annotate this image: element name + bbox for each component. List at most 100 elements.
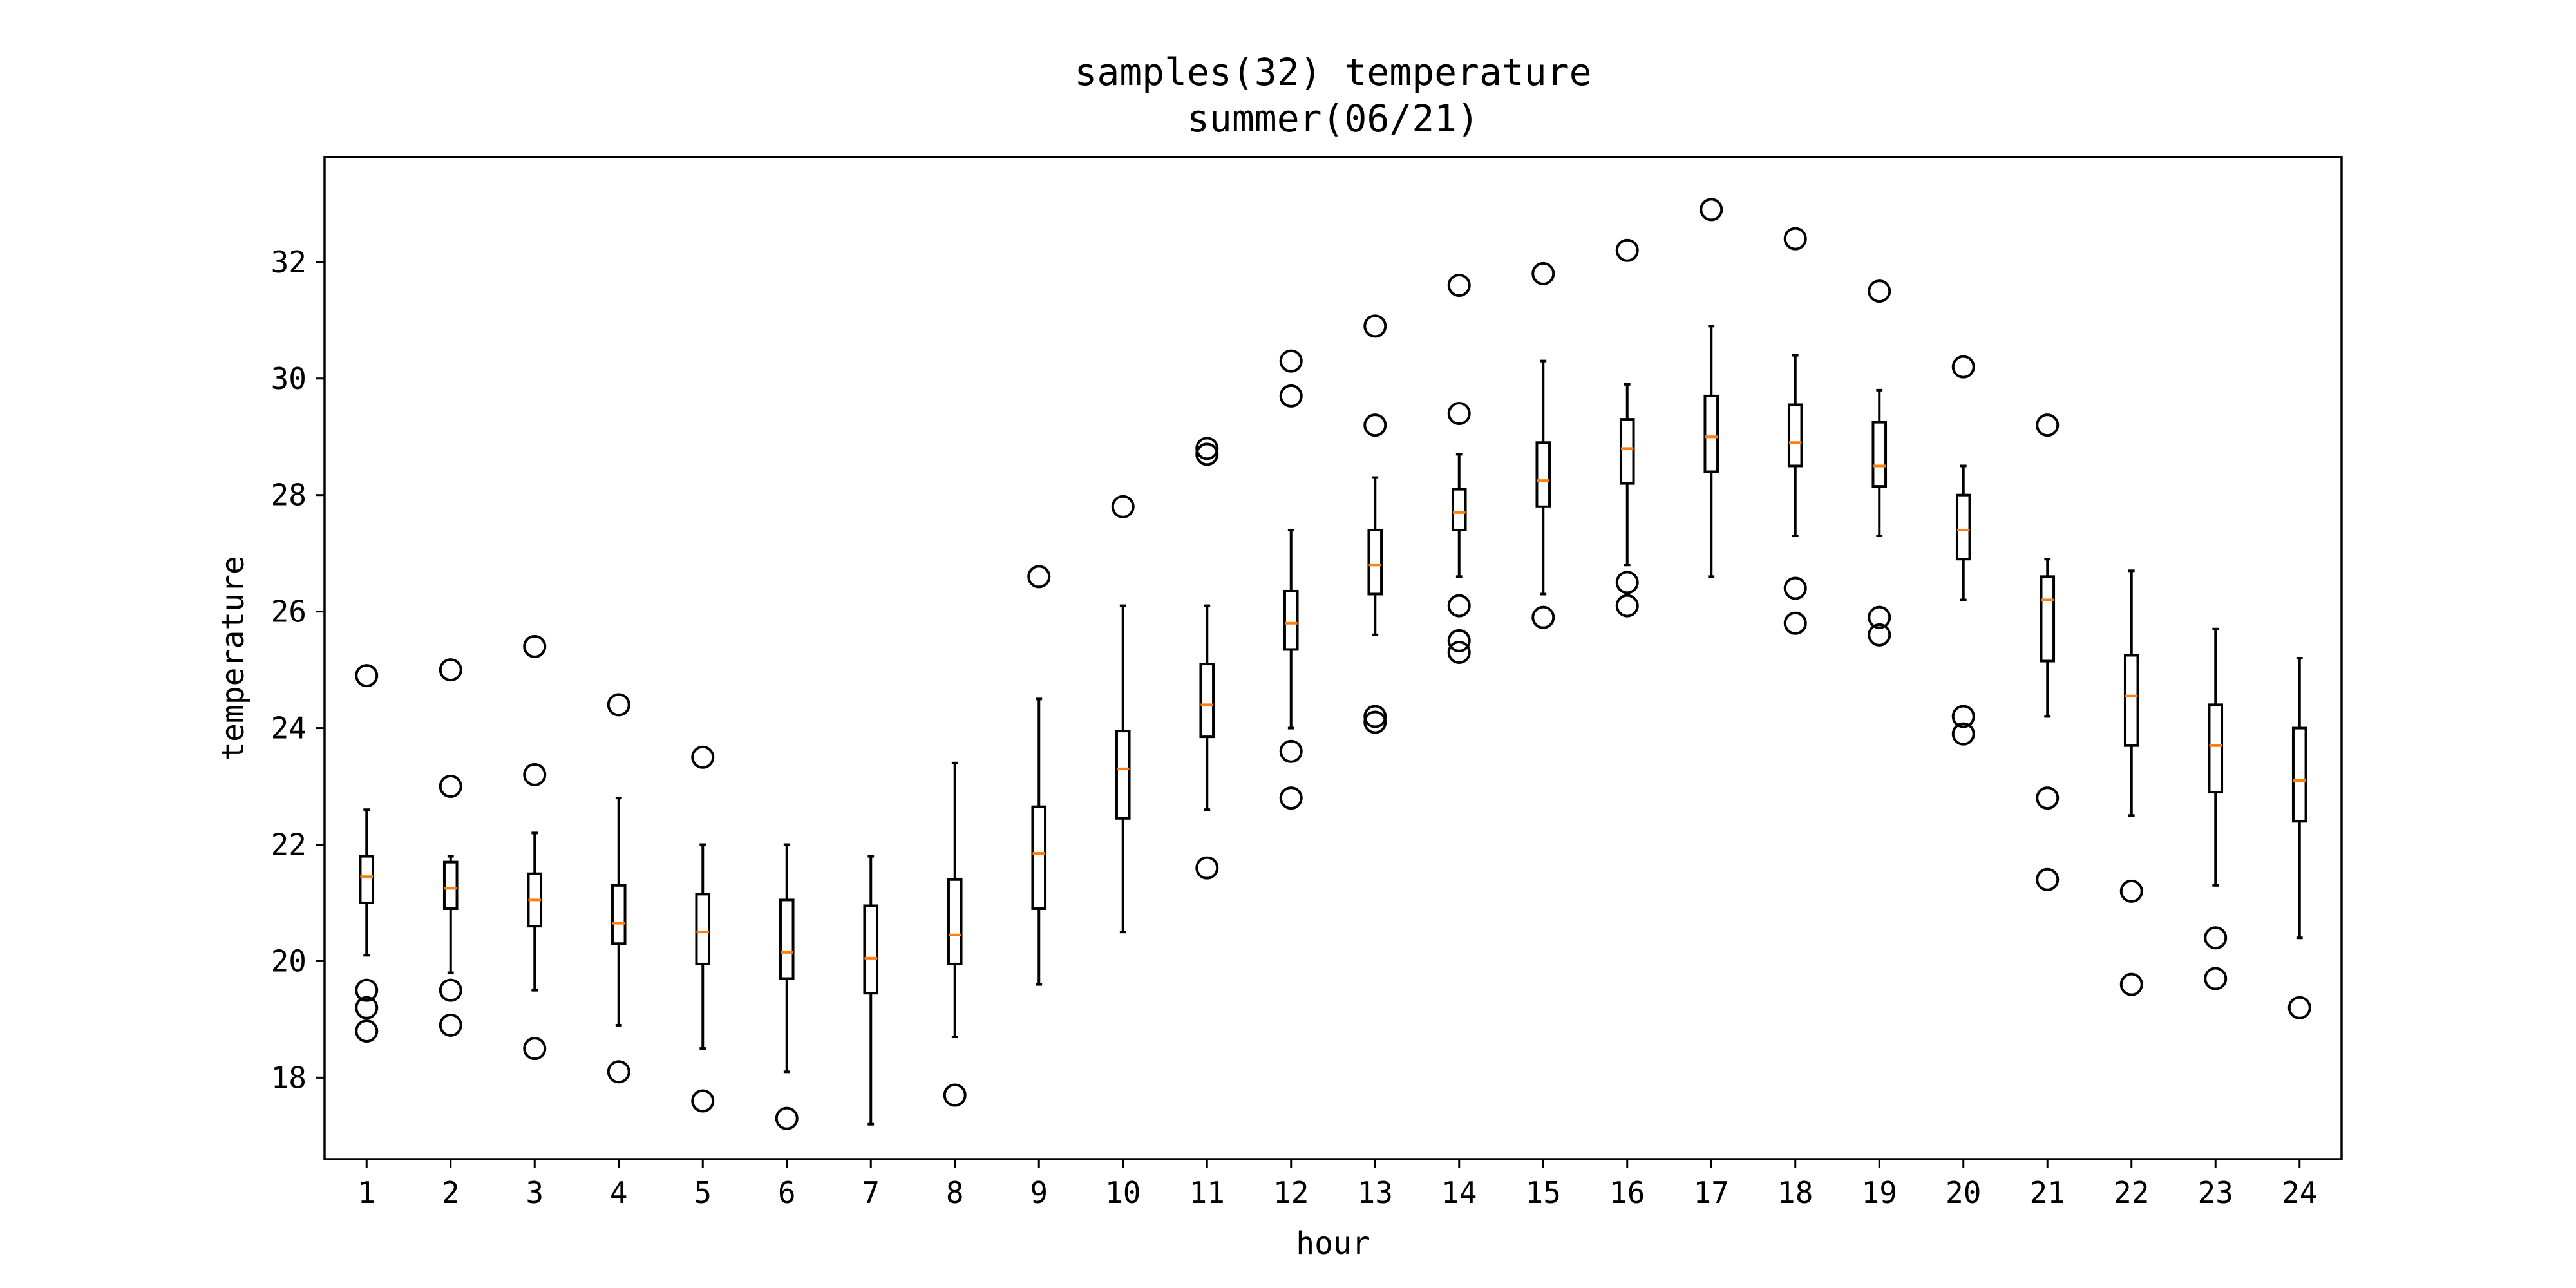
box-group-22 [2119,569,2143,996]
box [1703,394,1719,473]
outlier-point [1951,355,1975,379]
box [2208,703,2224,794]
y-axis: 18 20 22 24 26 28 30 32 [271,245,325,1095]
chart-title-line1: samples(32) temperature [1074,50,1591,94]
outlier-point [1279,739,1303,763]
outlier-point [691,1089,715,1113]
box [1115,730,1131,820]
y-tick-label: 28 [271,478,307,513]
x-tick-label: 20 [1946,1175,1981,1210]
outlier-point [1868,605,1891,629]
x-tick-label: 16 [1609,1175,1645,1210]
outlier-point [439,658,462,682]
x-tick-label: 12 [1273,1175,1309,1210]
outlier-point [1279,349,1303,373]
outlier-point [1868,623,1891,647]
outlier-point [1195,437,1219,460]
plot-area [355,198,2311,1130]
x-tick-label: 7 [862,1175,880,1210]
outlier-point [1951,722,1975,746]
outlier-point [2036,786,2060,810]
box [1787,403,1803,468]
box-group-9 [1027,565,1051,986]
chart-title-line2: summer(06/21) [1187,97,1479,140]
outlier-point [1615,571,1639,594]
x-tick-label: 22 [2114,1175,2149,1210]
x-tick-label: 11 [1189,1175,1225,1210]
outlier-point [607,1060,630,1084]
box [1535,441,1551,508]
box-group-13 [1363,314,1387,734]
box-group-8 [943,761,967,1107]
box [695,893,711,965]
outlier-point [2036,867,2060,891]
outlier-point [1195,442,1219,466]
x-tick-label: 10 [1105,1175,1141,1210]
outlier-point [1363,710,1387,734]
outlier-point [523,1037,547,1061]
box-group-16 [1615,238,1639,618]
outlier-point [1615,238,1639,262]
plot-frame [323,156,2343,1160]
x-tick-label: 23 [2198,1175,2233,1210]
box-group-11 [1195,437,1219,880]
y-tick-label: 30 [271,361,307,396]
x-tick-label: 1 [357,1175,375,1210]
box-group-2 [439,658,462,1037]
y-axis-label: temperature [215,556,251,761]
y-tick-label: 24 [271,711,307,746]
box-group-19 [1868,279,1891,647]
outlier-point [439,978,462,1002]
outlier-point [1447,640,1471,664]
outlier-point [1447,629,1471,652]
outlier-point [1363,705,1387,728]
outlier-point [1615,594,1639,618]
box-group-20 [1951,355,1975,746]
outlier-point [1951,705,1975,728]
y-tick-label: 32 [271,245,307,279]
box [2040,575,2056,663]
outlier-point [355,996,379,1019]
box [442,860,459,911]
box [863,904,879,995]
y-tick-label: 20 [271,943,307,978]
x-tick-label: 4 [610,1175,628,1210]
outlier-point [1531,261,1555,285]
outlier-point [2119,879,2143,903]
outlier-point [1363,413,1387,437]
box-group-1 [355,664,379,1043]
x-tick-label: 17 [1694,1175,1729,1210]
box [359,855,375,904]
box-group-10 [1111,495,1135,934]
outlier-point [1700,198,1723,222]
outlier-point [1279,384,1303,408]
x-tick-label: 9 [1030,1175,1048,1210]
x-tick-label: 2 [442,1175,460,1210]
x-tick-label: 13 [1358,1175,1393,1210]
outlier-point [2036,413,2060,437]
outlier-point [775,1106,799,1130]
outlier-point [1027,565,1051,589]
outlier-point [355,1019,379,1043]
outlier-point [1868,279,1891,303]
box-group-18 [1783,227,1807,635]
box-group-5 [691,745,715,1113]
x-tick-label: 5 [694,1175,712,1210]
box-group-23 [2204,627,2228,990]
box [1199,663,1215,739]
y-tick-label: 18 [271,1060,307,1095]
outlier-point [439,1013,462,1037]
box [1871,421,1888,488]
box [611,884,627,945]
box-group-17 [1700,198,1723,578]
box-group-24 [2287,657,2311,1019]
box-group-6 [775,843,799,1130]
outlier-point [355,664,379,688]
x-tick-label: 14 [1441,1175,1477,1210]
box-group-21 [2036,413,2060,891]
outlier-point [2204,926,2228,950]
outlier-point [523,762,547,786]
outlier-point [1195,856,1219,880]
outlier-point [2119,972,2143,996]
